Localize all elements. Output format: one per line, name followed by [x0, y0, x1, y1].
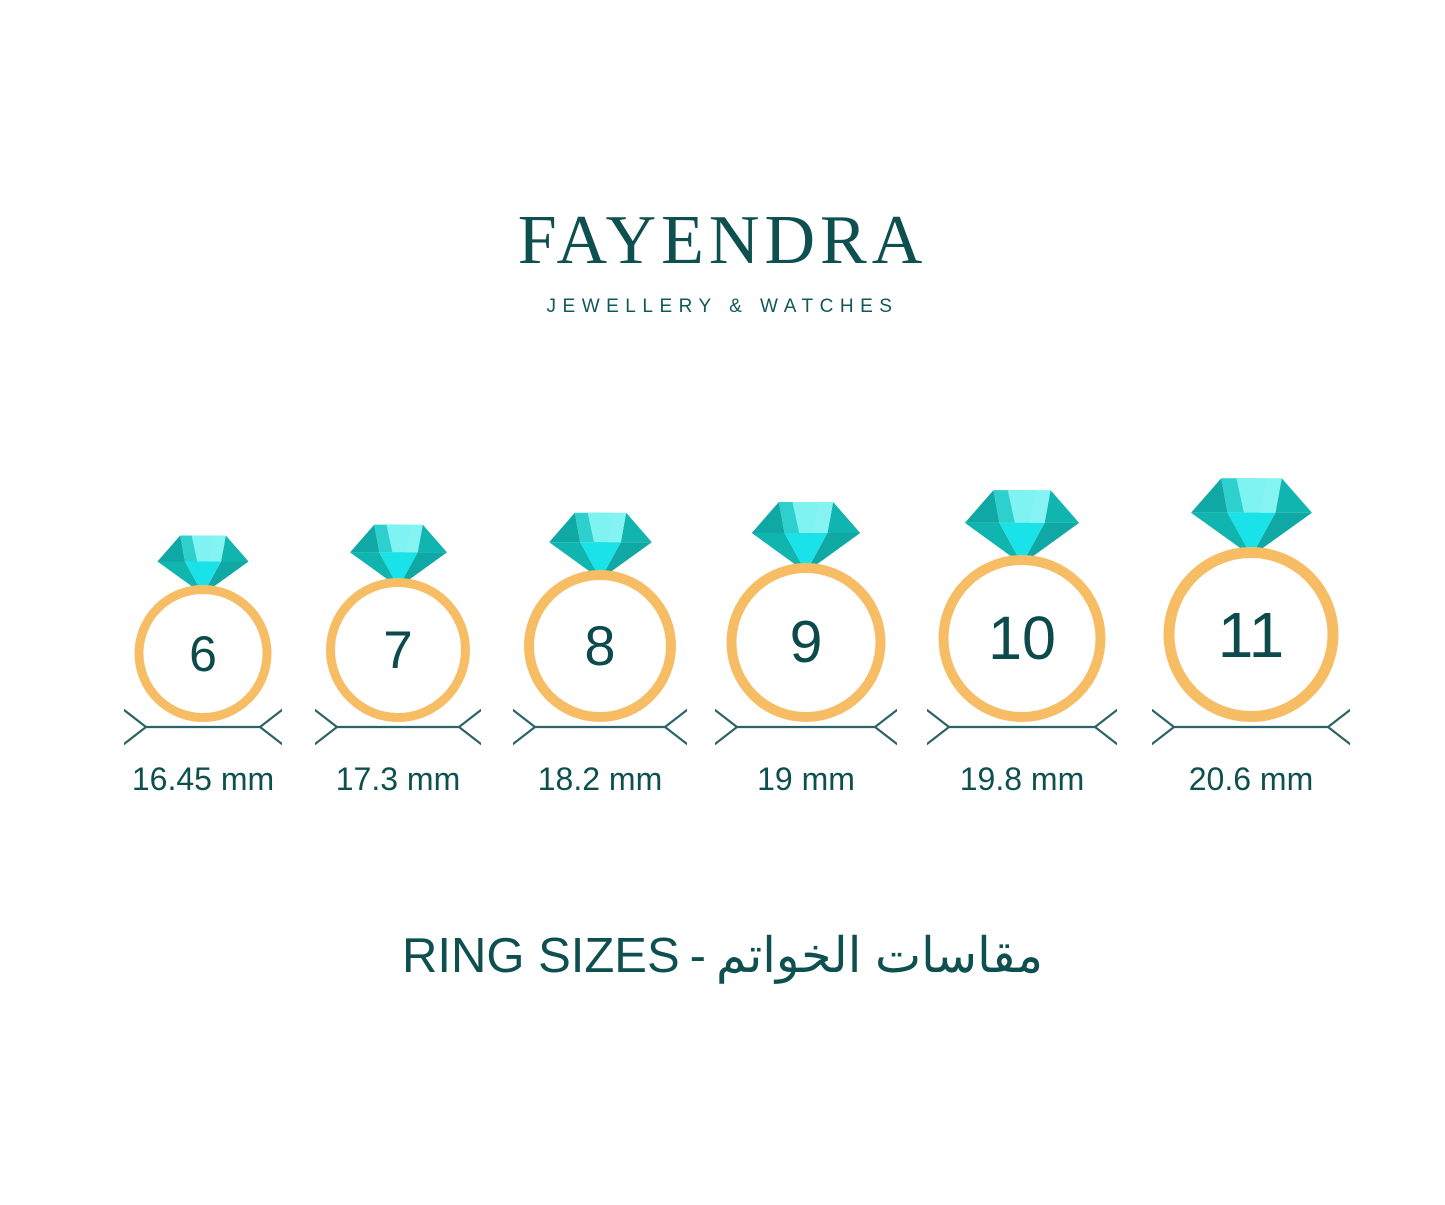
- gem-holder: [1164, 475, 1339, 557]
- dimension-line: [511, 708, 689, 746]
- brand-header: FAYENDRA JEWELLERY & WATCHES: [0, 206, 1445, 318]
- ring-illustration[interactable]: 8: [524, 510, 676, 722]
- ring-band-icon: [1163, 547, 1339, 722]
- dimension-group: 18.2 mm: [511, 706, 689, 797]
- dimension-line: [313, 708, 483, 746]
- ring-size-number: 10: [988, 604, 1056, 672]
- gem-holder: [135, 533, 272, 595]
- gem-icon: [349, 524, 447, 588]
- page-title-arabic: مقاسات الخواتم: [716, 929, 1044, 983]
- brand-tagline: JEWELLERY & WATCHES: [546, 296, 899, 317]
- ring-band-icon: [726, 563, 886, 722]
- dimension-labels-row: 16.45 mm 17.3 mm 18.2 mm 19 m: [0, 706, 1445, 816]
- diameter-label: 17.3 mm: [335, 761, 461, 797]
- dimension-line: [925, 708, 1119, 746]
- ring-band-icon: [524, 570, 676, 722]
- page-title-separator: -: [689, 929, 706, 983]
- dimension-group: 16.45 mm: [122, 706, 284, 797]
- dimension-group: 19.8 mm: [925, 706, 1119, 797]
- ring-band: 10: [938, 555, 1106, 722]
- ring-band: 7: [326, 578, 470, 722]
- gem-holder: [727, 499, 886, 573]
- dimension-group: 20.6 mm: [1150, 706, 1352, 797]
- ring-band: 8: [524, 570, 676, 722]
- gem-icon: [157, 535, 249, 595]
- ring-illustration[interactable]: 7: [326, 522, 470, 722]
- ring-size-number: 9: [789, 609, 823, 675]
- gem-icon: [751, 501, 861, 573]
- ring-size-number: 6: [189, 625, 217, 682]
- page-title: RING SIZES - مقاسات الخواتم: [0, 929, 1445, 984]
- ring-size-number: 8: [584, 614, 616, 677]
- ring-illustration[interactable]: 6: [134, 533, 272, 722]
- gem-icon: [964, 490, 1080, 565]
- brand-name: FAYENDRA: [517, 202, 928, 279]
- diameter-label: 20.6 mm: [1188, 761, 1314, 797]
- ring-size-number: 7: [383, 620, 413, 680]
- ring-band: 6: [134, 585, 272, 722]
- page-title-english: RING SIZES: [401, 929, 680, 983]
- gem-holder: [524, 510, 676, 580]
- ring-band-icon: [326, 578, 470, 722]
- gem-icon: [548, 512, 652, 580]
- ring-illustration[interactable]: 10: [938, 487, 1106, 722]
- ring-illustration[interactable]: 9: [726, 499, 886, 722]
- dimension-line: [122, 708, 284, 746]
- dimension-group: 19 mm: [713, 706, 899, 797]
- ring-illustrations-row: 6 7: [0, 452, 1445, 722]
- ring-band: 9: [726, 563, 886, 722]
- ring-illustration[interactable]: 11: [1163, 475, 1339, 722]
- dimension-line: [1150, 708, 1352, 746]
- gem-icon: [1190, 478, 1312, 557]
- gem-holder: [326, 522, 470, 588]
- diameter-label: 19 mm: [757, 761, 855, 797]
- diameter-label: 19.8 mm: [959, 761, 1085, 797]
- dimension-group: 17.3 mm: [313, 706, 483, 797]
- diameter-label: 16.45 mm: [131, 761, 275, 797]
- ring-band: 11: [1163, 547, 1339, 722]
- ring-size-number: 11: [1217, 598, 1285, 671]
- gem-holder: [939, 487, 1106, 565]
- ring-band-icon: [134, 585, 272, 722]
- diameter-label: 18.2 mm: [537, 761, 663, 797]
- ring-band-icon: [938, 555, 1106, 722]
- dimension-line: [713, 708, 899, 746]
